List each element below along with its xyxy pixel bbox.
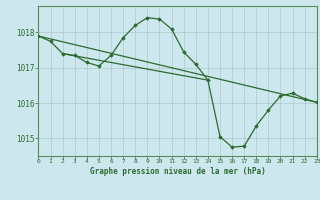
X-axis label: Graphe pression niveau de la mer (hPa): Graphe pression niveau de la mer (hPa)	[90, 167, 266, 176]
